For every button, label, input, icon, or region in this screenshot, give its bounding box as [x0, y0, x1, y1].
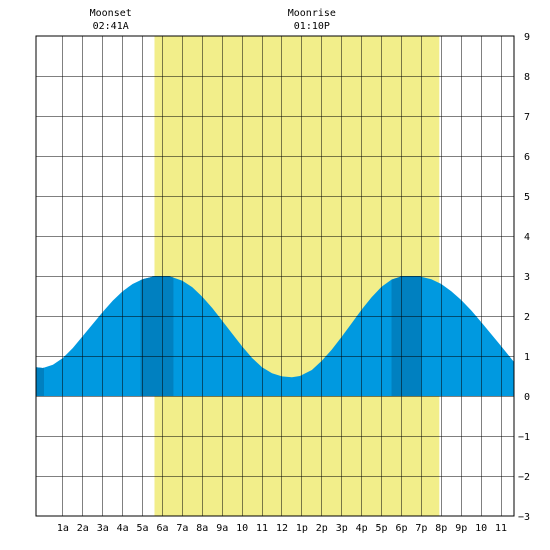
plot-border	[35, 35, 515, 517]
x-tick-label: 7p	[415, 523, 427, 534]
tide-layer	[36, 276, 514, 396]
x-tick-label: 5p	[376, 523, 388, 534]
x-tick-label: 4a	[117, 523, 129, 534]
x-tick-label: 8p	[435, 523, 447, 534]
grid-layer	[35, 35, 515, 517]
y-tick-label: −2	[518, 472, 530, 483]
y-tick-label: 9	[524, 32, 530, 43]
y-tick-label: 3	[524, 272, 530, 283]
x-tick-label: 1p	[296, 523, 308, 534]
x-axis-ticks: 1a 2a 3a 4a 5a 6a 7a 8a 9a 10 11 12 1p 2p 3p 4p 5p 6p 7p 8p…	[57, 523, 507, 534]
y-tick-label: 1	[524, 352, 530, 363]
moon-event-title: Moonrise	[288, 8, 336, 19]
tide-dark-segment	[140, 276, 174, 396]
x-tick-label: 5a	[137, 523, 149, 534]
moon-event-time: 02:41A	[93, 21, 129, 32]
tide-dark-segment	[391, 276, 422, 396]
x-tick-label: 6a	[156, 523, 168, 534]
moon-annotations: Moonset 02:41A Moonrise 01:10P	[90, 8, 336, 32]
y-tick-label: −1	[518, 432, 530, 443]
x-tick-label: 3a	[97, 523, 109, 534]
x-tick-label: 2p	[316, 523, 328, 534]
tide-dark-segment	[36, 367, 44, 396]
y-tick-label: 4	[524, 232, 530, 243]
y-tick-label: 0	[524, 392, 530, 403]
x-tick-label: 1a	[57, 523, 69, 534]
x-tick-label: 4p	[356, 523, 368, 534]
x-tick-label: 9p	[455, 523, 467, 534]
x-tick-label: 10	[236, 523, 248, 534]
x-tick-label: 2a	[77, 523, 89, 534]
x-tick-label: 7a	[176, 523, 188, 534]
x-tick-label: 3p	[336, 523, 348, 534]
x-tick-label: 8a	[196, 523, 208, 534]
y-tick-label: 5	[524, 192, 530, 203]
y-tick-label: 2	[524, 312, 530, 323]
moon-event-title: Moonset	[90, 8, 132, 19]
x-tick-label: 11	[495, 523, 507, 534]
y-axis-ticks: −3 −2 −1 0 1 2 3 4 5 6 7 8 9	[518, 32, 530, 523]
x-tick-label: 6p	[395, 523, 407, 534]
x-tick-label: 11	[256, 523, 268, 534]
y-tick-label: 7	[524, 112, 530, 123]
y-tick-label: 6	[524, 152, 530, 163]
moon-event-time: 01:10P	[294, 21, 330, 32]
y-tick-label: 8	[524, 72, 530, 83]
x-tick-label: 10	[475, 523, 487, 534]
x-tick-label: 12	[276, 523, 288, 534]
y-tick-label: −3	[518, 512, 530, 523]
x-tick-label: 9a	[216, 523, 228, 534]
